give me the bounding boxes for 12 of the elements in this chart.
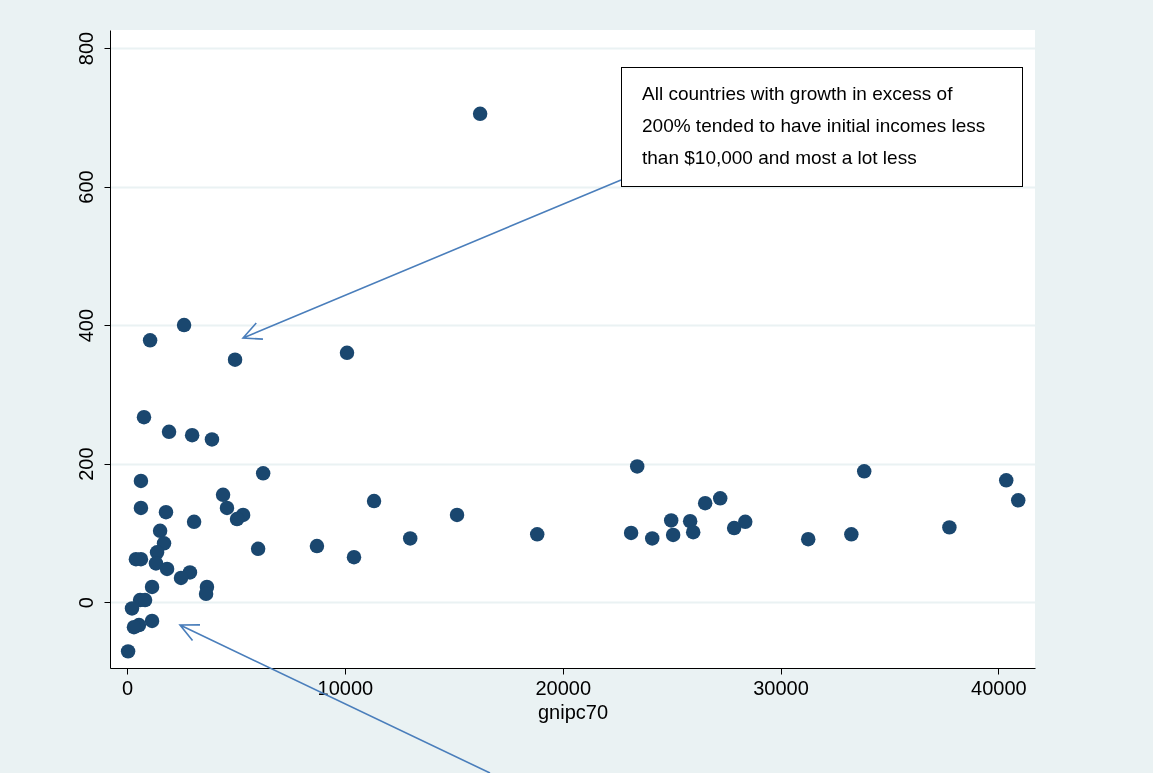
x-tick-label: 40000 [971, 676, 1027, 699]
annotation: All countries with growth in excess of 200% tended to have initial incomes less than $10,000 and most a lot less [621, 67, 1023, 187]
y-tick-label: 400 [74, 308, 97, 343]
x-axis-title: gnipc70 [537, 700, 609, 723]
y-tick-label: 0 [74, 597, 97, 609]
y-tick-label: 800 [74, 31, 97, 66]
x-tick-label: 0 [121, 676, 134, 699]
x-tick-label: 10000 [317, 676, 374, 699]
x-tick-label: 20000 [535, 676, 592, 699]
x-tick-label: 30000 [753, 676, 809, 699]
y-tick-label: 600 [74, 170, 97, 204]
y-tick-label: 200 [74, 447, 97, 481]
